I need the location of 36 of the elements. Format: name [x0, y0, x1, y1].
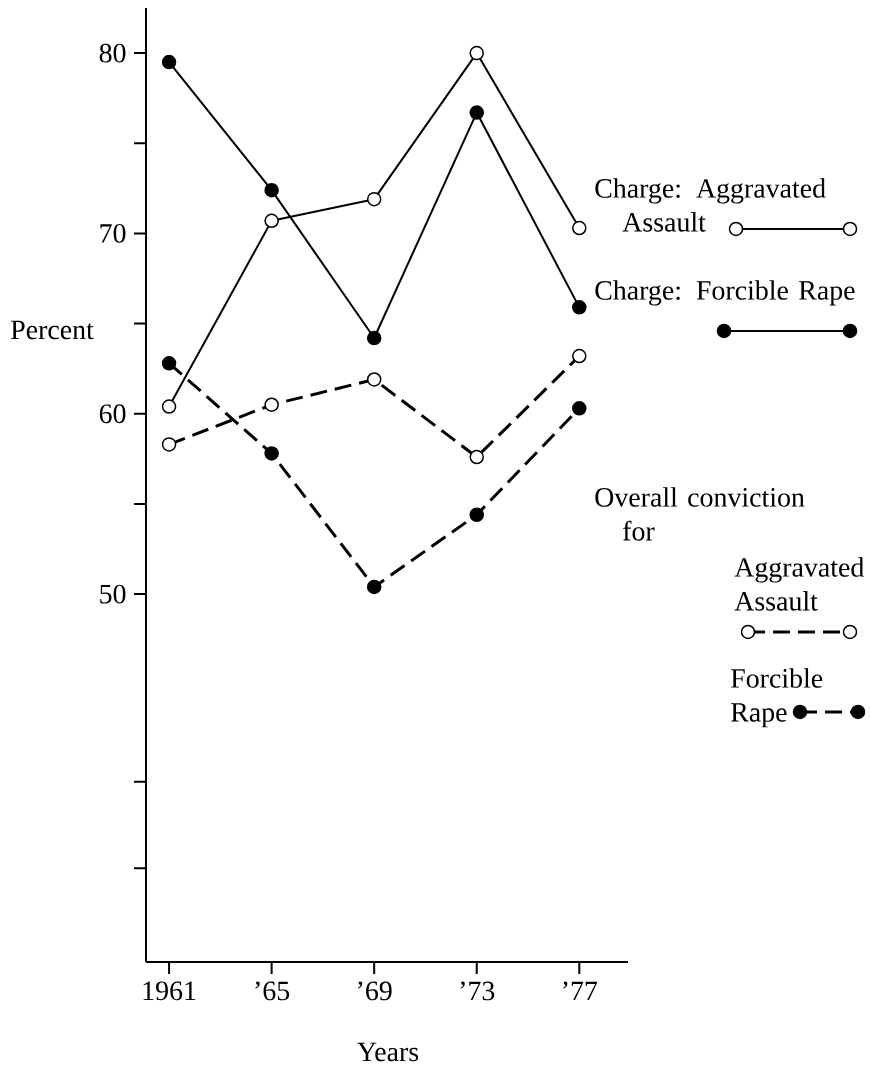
x-axis-title: Years: [357, 1042, 419, 1062]
point: [469, 507, 484, 522]
point: [161, 437, 177, 452]
y-tick-label: 60: [99, 404, 126, 424]
y-tick-label: 70: [100, 224, 126, 243]
series-label: Charge: Aggravated Assault: [595, 178, 826, 232]
x-tick-label: ’73: [460, 981, 495, 1001]
point: [366, 579, 382, 595]
point: [161, 356, 177, 371]
point: [572, 348, 587, 364]
point: [264, 182, 279, 198]
point: [264, 446, 279, 461]
x-tick-label: ’69: [358, 981, 392, 1001]
y-axis-title: Percent: [11, 320, 94, 340]
point: [264, 213, 279, 229]
point: [469, 449, 484, 465]
point: [366, 330, 382, 346]
point: [366, 191, 382, 207]
x-tick-label: ’65: [255, 981, 290, 1001]
legend-label: Forcible Rape: [731, 668, 823, 728]
x-tick-label: 1961: [143, 981, 196, 1001]
point: [161, 54, 177, 70]
point: [366, 372, 382, 387]
series-label: Charge: Forcible Rape: [595, 280, 855, 306]
point: [469, 45, 484, 61]
y-tick-label: 50: [100, 584, 126, 604]
point: [572, 300, 587, 315]
y-tick-label: 80: [99, 43, 126, 63]
point: [572, 401, 587, 416]
annotation: Overall conviction for: [595, 487, 805, 541]
text: Aggravated Assault: [734, 557, 864, 611]
point: [264, 397, 279, 412]
x-tick-label: ’77: [563, 981, 598, 1001]
point: [469, 105, 484, 120]
point: [161, 399, 177, 414]
point: [572, 220, 587, 236]
